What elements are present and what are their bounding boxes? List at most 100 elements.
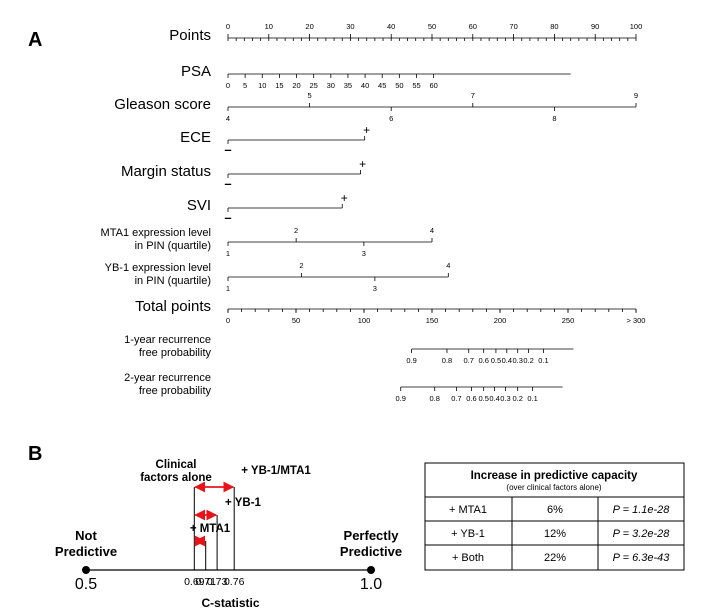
tick-label: 3 [362, 249, 366, 258]
tick-label: 2 [294, 226, 298, 235]
tick-label: 5 [243, 81, 247, 90]
row-label: Total points [135, 298, 211, 315]
table-title: Increase in predictive capacity [471, 470, 638, 482]
table-subtitle: (over clinical factors alone) [506, 483, 601, 492]
panel-a-label: A [28, 29, 42, 51]
minus-label: – [224, 142, 231, 157]
axis-endpoint [367, 566, 375, 574]
tick-label: 8 [552, 114, 556, 123]
tick-label: 60 [429, 81, 437, 90]
tick-label: 0.5 [478, 394, 488, 403]
baseline-label: factors alone [140, 472, 212, 484]
axis-end-label: Not [75, 528, 97, 543]
model-label: + MTA1 [190, 523, 231, 535]
tick-label: 0.1 [527, 394, 537, 403]
plus-label: + [359, 157, 366, 171]
row-label: Margin status [121, 163, 211, 180]
tick-label: 50 [395, 81, 403, 90]
tick-label: 2 [299, 261, 303, 270]
tick-label: 0 [226, 22, 230, 31]
tick-label: 20 [292, 81, 300, 90]
row-label: YB-1 expression level [105, 262, 211, 274]
axis-end-label: Predictive [340, 544, 402, 559]
tick-label: 3 [373, 284, 377, 293]
predictive-capacity-table: Increase in predictive capacity (over cl… [424, 462, 685, 571]
tick-label: 4 [430, 226, 434, 235]
tick-label: 0.7 [464, 356, 474, 365]
tick-label: 0.4 [502, 356, 512, 365]
tick-label: 10 [265, 22, 273, 31]
row-label: MTA1 expression level [101, 227, 211, 239]
tick-label: 1 [226, 249, 230, 258]
tick-label: 150 [426, 316, 439, 325]
tick-label: 200 [494, 316, 507, 325]
table-cell-increase: 12% [544, 528, 566, 540]
tick-label: 0.73 [207, 576, 228, 588]
tick-label: 35 [344, 81, 352, 90]
table-border [424, 462, 685, 571]
tick-label: 0.9 [406, 356, 416, 365]
panel-b-label: B [28, 443, 42, 465]
axis-end-label: Predictive [55, 544, 117, 559]
row-label: SVI [187, 197, 211, 214]
tick-label: 0.9 [396, 394, 406, 403]
table-cell-model: + Both [452, 552, 484, 564]
tick-label: 0.8 [430, 394, 440, 403]
tick-label: 1 [226, 284, 230, 293]
row-label: in PIN (quartile) [135, 240, 211, 252]
tick-label: 30 [327, 81, 335, 90]
row-label: PSA [181, 63, 211, 80]
tick-label: 6 [389, 114, 393, 123]
tick-label: 100 [630, 22, 643, 31]
row-label: ECE [180, 129, 211, 146]
tick-label: 40 [361, 81, 369, 90]
axis-endpoint [82, 566, 90, 574]
tick-label: 4 [446, 261, 450, 270]
tick-label: 0 [226, 81, 230, 90]
table-cell-p: P = 3.2e-28 [613, 528, 671, 540]
tick-label: 45 [378, 81, 386, 90]
tick-label: 0.8 [442, 356, 452, 365]
model-label: + YB-1 [225, 497, 262, 509]
tick-label: 55 [412, 81, 420, 90]
minus-label: – [224, 176, 231, 191]
table-cell-increase: 22% [544, 552, 566, 564]
tick-label: 4 [226, 114, 230, 123]
tick-label: 0.2 [512, 394, 522, 403]
tick-label: 250 [562, 316, 575, 325]
tick-label: 0.5 [491, 356, 501, 365]
tick-label: 7 [471, 91, 475, 100]
tick-label: 30 [346, 22, 354, 31]
tick-label: 5 [308, 91, 312, 100]
tick-label: 100 [358, 316, 371, 325]
row-label: Points [169, 27, 211, 44]
tick-label: 70 [509, 22, 517, 31]
table-cell-model: + YB-1 [451, 528, 485, 540]
tick-label: 0.2 [523, 356, 533, 365]
tick-label: 0.76 [224, 576, 245, 588]
axis-title: C-statistic [201, 596, 259, 610]
table-cell-p: P = 6.3e-43 [613, 552, 671, 564]
tick-label: 0.7 [451, 394, 461, 403]
tick-label: 0.71 [195, 576, 216, 588]
tick-label: 90 [591, 22, 599, 31]
tick-label: 50 [428, 22, 436, 31]
table-cell-p: P = 1.1e-28 [613, 504, 671, 516]
tick-label: 0.1 [538, 356, 548, 365]
tick-label: 0.6 [466, 394, 476, 403]
row-label: free probability [139, 347, 212, 359]
tick-label: 60 [469, 22, 477, 31]
baseline-label: Clinical [156, 459, 197, 471]
minus-label: – [224, 210, 231, 225]
row-label: free probability [139, 385, 212, 397]
tick-label: 0.4 [489, 394, 499, 403]
plus-label: + [363, 123, 370, 137]
c-statistic-chart: 0.5 1.0NotPredictivePerfectlyPredictive0.… [55, 459, 402, 610]
tick-label: 9 [634, 91, 638, 100]
row-label: 1-year recurrence [124, 334, 211, 346]
tick-label: 0.6 [478, 356, 488, 365]
model-label: + YB-1/MTA1 [241, 465, 311, 477]
plus-label: + [341, 191, 348, 205]
